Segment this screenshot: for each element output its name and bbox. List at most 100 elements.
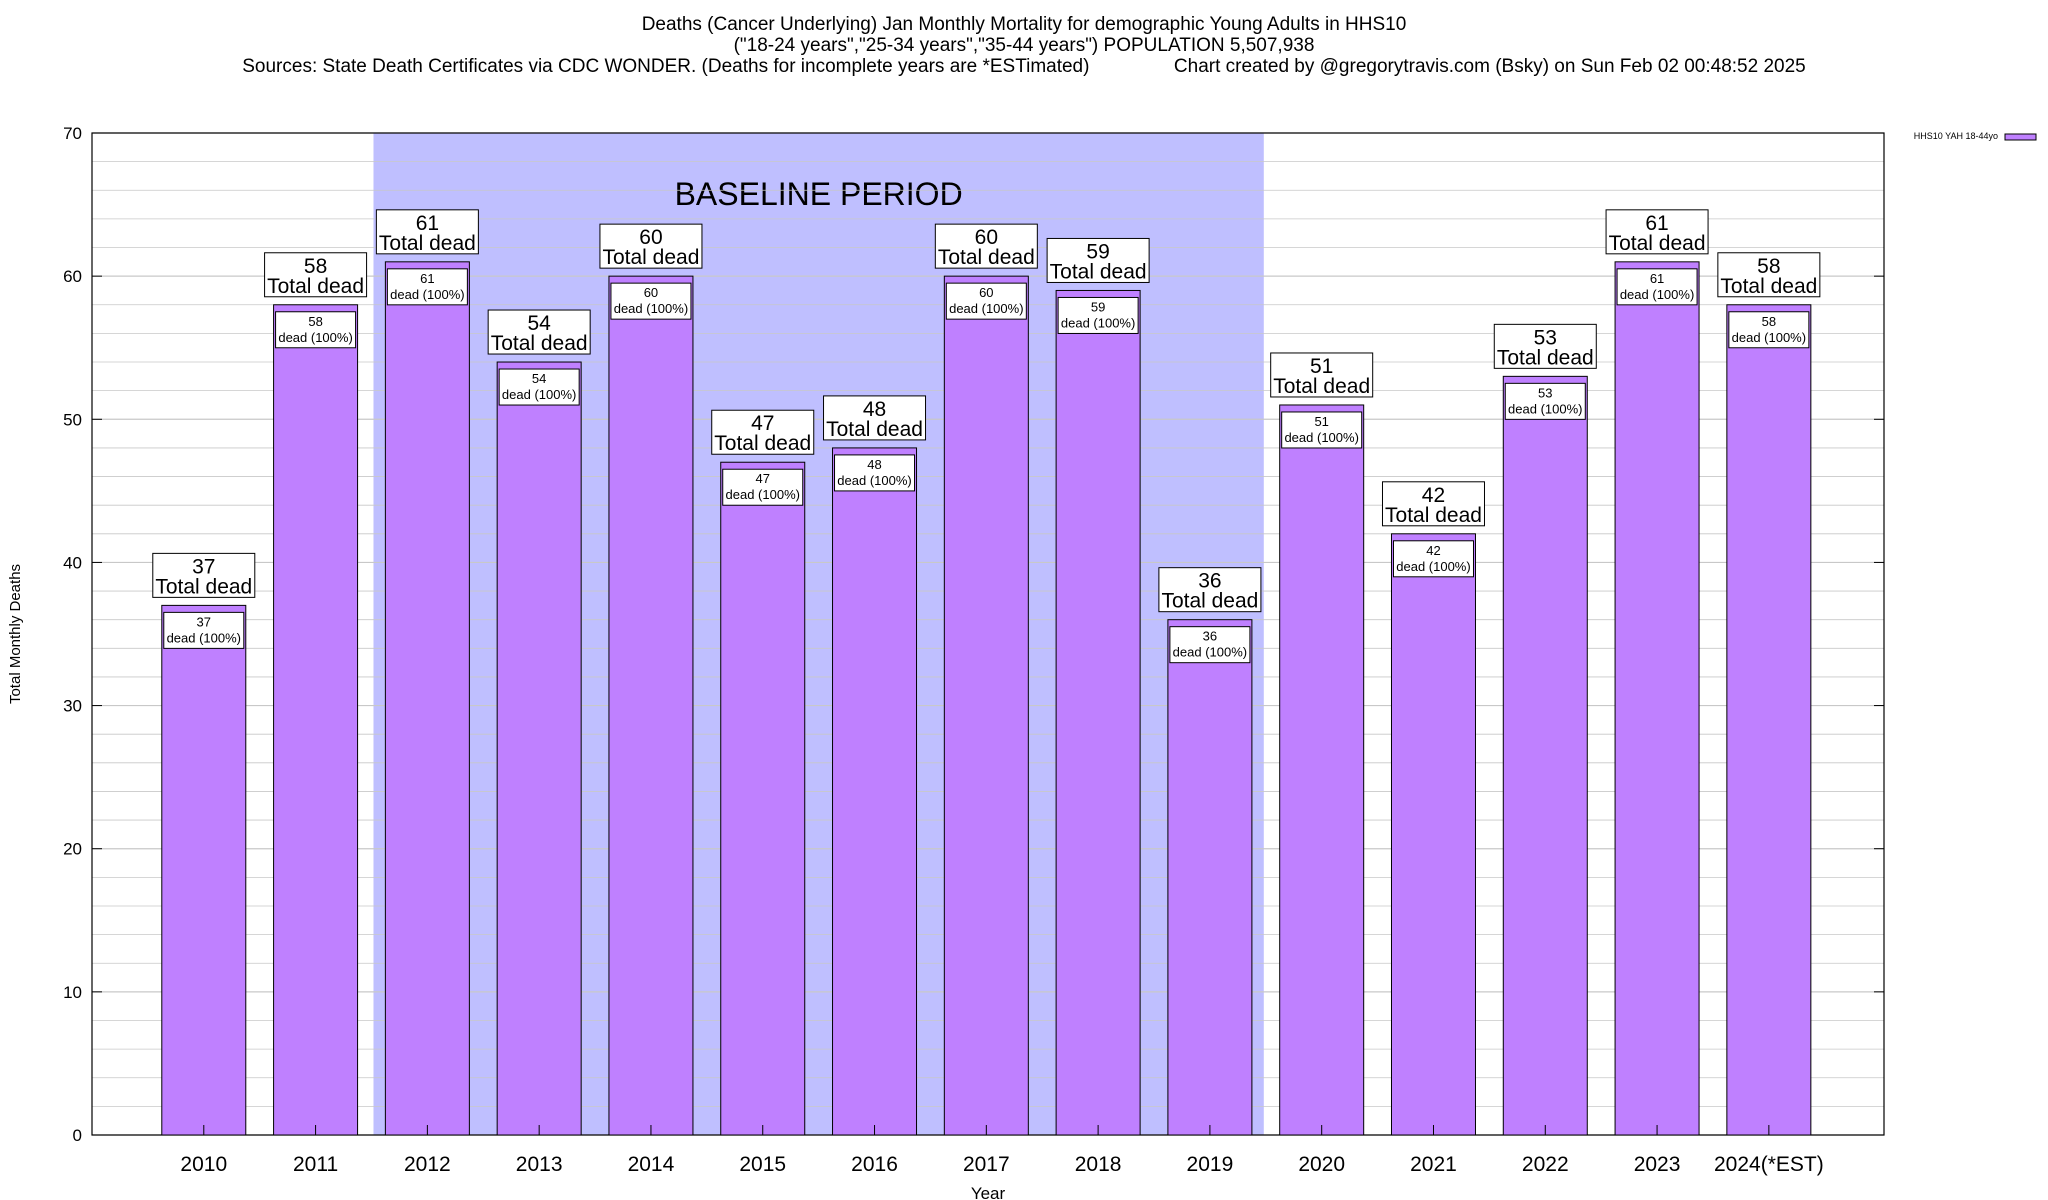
x-tick-label: 2014 xyxy=(628,1153,675,1176)
bar-inner-label-box xyxy=(498,368,580,406)
bar-inner-value: 58 xyxy=(1762,314,1776,329)
bar-2022 xyxy=(1502,375,1588,1136)
x-tick-label: 2024(*EST) xyxy=(1714,1153,1824,1176)
bar-2021 xyxy=(1390,533,1476,1136)
bar-inner-label: dead (100%) xyxy=(614,301,688,316)
bar-top-value: 58 xyxy=(304,255,327,278)
bar-inner-label-box xyxy=(386,268,468,306)
bar-inner-label-box xyxy=(163,611,245,649)
bar-2018 xyxy=(1055,289,1141,1136)
bar-inner-label: dead (100%) xyxy=(1508,401,1582,416)
bar-inner-label: dead (100%) xyxy=(1732,330,1806,345)
bar-inner-label: dead (100%) xyxy=(1061,315,1135,330)
bar-top-value: 59 xyxy=(1086,240,1109,263)
bar-top-value: 60 xyxy=(639,226,662,249)
bar-2010 xyxy=(161,604,247,1136)
bar-top-value: 47 xyxy=(751,412,774,435)
bar-inner-label: dead (100%) xyxy=(1396,559,1470,574)
bar-inner-value: 51 xyxy=(1314,414,1328,429)
bar-top-label: Total dead xyxy=(826,418,923,441)
bar-top-label-box xyxy=(823,395,927,441)
x-tick-label: 2020 xyxy=(1298,1153,1345,1176)
bar-2015 xyxy=(720,461,806,1136)
bar-2016 xyxy=(832,447,918,1136)
bar-inner-label: dead (100%) xyxy=(949,301,1023,316)
bar-top-value: 51 xyxy=(1310,355,1333,378)
bar-inner-label-box xyxy=(1169,626,1251,664)
bar-top-label: Total dead xyxy=(267,275,364,298)
legend-swatch xyxy=(2004,133,2037,141)
x-tick-label: 2015 xyxy=(739,1153,786,1176)
bar-inner-value: 53 xyxy=(1538,385,1552,400)
bar-top-value: 60 xyxy=(975,226,998,249)
bar-top-label-box xyxy=(1493,323,1597,369)
bar-2017 xyxy=(943,275,1029,1136)
bar-inner-value: 61 xyxy=(1650,271,1664,286)
bar-2020 xyxy=(1279,404,1365,1136)
x-tick-label: 2011 xyxy=(293,1153,338,1176)
bar-top-label: Total dead xyxy=(379,232,476,255)
chart-title-line-3: Sources: State Death Certificates via CD… xyxy=(242,56,1806,77)
bar-inner-label-box xyxy=(275,311,357,349)
bar-inner-label-box xyxy=(1057,296,1139,334)
bar-inner-label: dead (100%) xyxy=(837,473,911,488)
bar-top-label-box xyxy=(1046,237,1150,283)
bar-top-label-box xyxy=(1270,352,1374,398)
bar-top-label-box xyxy=(487,309,591,355)
bar-inner-value: 37 xyxy=(197,614,211,629)
bar-inner-label-box xyxy=(1281,411,1363,449)
bar-top-label-box xyxy=(375,209,479,255)
bar-top-label: Total dead xyxy=(602,246,699,269)
y-tick-label: 60 xyxy=(63,267,82,286)
bar-top-label-box xyxy=(1158,567,1262,613)
bar-top-label: Total dead xyxy=(155,575,252,598)
y-tick-label: 70 xyxy=(63,124,82,143)
bar-inner-label-box xyxy=(834,454,916,492)
bar-top-value: 54 xyxy=(527,312,551,335)
bar-top-label-box xyxy=(1605,209,1709,255)
bar-inner-label-box xyxy=(722,468,804,506)
bar-inner-label: dead (100%) xyxy=(1620,287,1694,302)
bar-top-label: Total dead xyxy=(1385,504,1482,527)
baseline-period-label: BASELINE PERIOD xyxy=(675,176,963,212)
bar-2011 xyxy=(273,304,359,1136)
chart-title-line-1: Deaths (Cancer Underlying) Jan Monthly M… xyxy=(641,14,1407,35)
bar-inner-value: 54 xyxy=(532,371,546,386)
bar-2024(*EST) xyxy=(1726,304,1812,1136)
bar-top-value: 36 xyxy=(1198,570,1221,593)
bar-inner-value: 47 xyxy=(756,471,770,486)
x-tick-label: 2012 xyxy=(404,1153,451,1176)
y-tick-label: 0 xyxy=(73,1126,82,1145)
bar-2019 xyxy=(1167,619,1253,1136)
bar-inner-label: dead (100%) xyxy=(1284,430,1358,445)
bar-inner-label-box xyxy=(1392,540,1474,578)
bar-top-label: Total dead xyxy=(938,246,1035,269)
bar-inner-value: 42 xyxy=(1426,543,1440,558)
x-tick-label: 2019 xyxy=(1187,1153,1234,1176)
bar-inner-value: 36 xyxy=(1203,629,1217,644)
bar-inner-value: 61 xyxy=(420,271,434,286)
bar-2012 xyxy=(384,261,470,1136)
legend-entry-label: HHS10 YAH 18-44yo xyxy=(1914,131,1998,141)
bar-2014 xyxy=(608,275,694,1136)
bar-top-value: 58 xyxy=(1757,255,1780,278)
bar-top-label: Total dead xyxy=(714,432,811,455)
y-tick-label: 40 xyxy=(63,553,82,572)
bar-inner-label-box xyxy=(1728,311,1810,349)
x-axis-label: Year xyxy=(971,1184,1006,1200)
x-tick-label: 2023 xyxy=(1634,1153,1681,1176)
bar-inner-label: dead (100%) xyxy=(726,487,800,502)
bar-top-label-box xyxy=(152,552,256,598)
x-tick-label: 2022 xyxy=(1522,1153,1569,1176)
bar-top-label: Total dead xyxy=(1497,346,1594,369)
bar-2013 xyxy=(496,361,582,1136)
x-tick-label: 2010 xyxy=(180,1153,227,1176)
bar-inner-value: 48 xyxy=(867,457,881,472)
bar-inner-label-box xyxy=(945,282,1027,320)
bar-inner-value: 60 xyxy=(644,285,658,300)
bar-inner-label: dead (100%) xyxy=(502,387,576,402)
bar-top-label-box xyxy=(934,223,1038,269)
bar-top-label: Total dead xyxy=(491,332,588,355)
bar-inner-value: 60 xyxy=(979,285,993,300)
